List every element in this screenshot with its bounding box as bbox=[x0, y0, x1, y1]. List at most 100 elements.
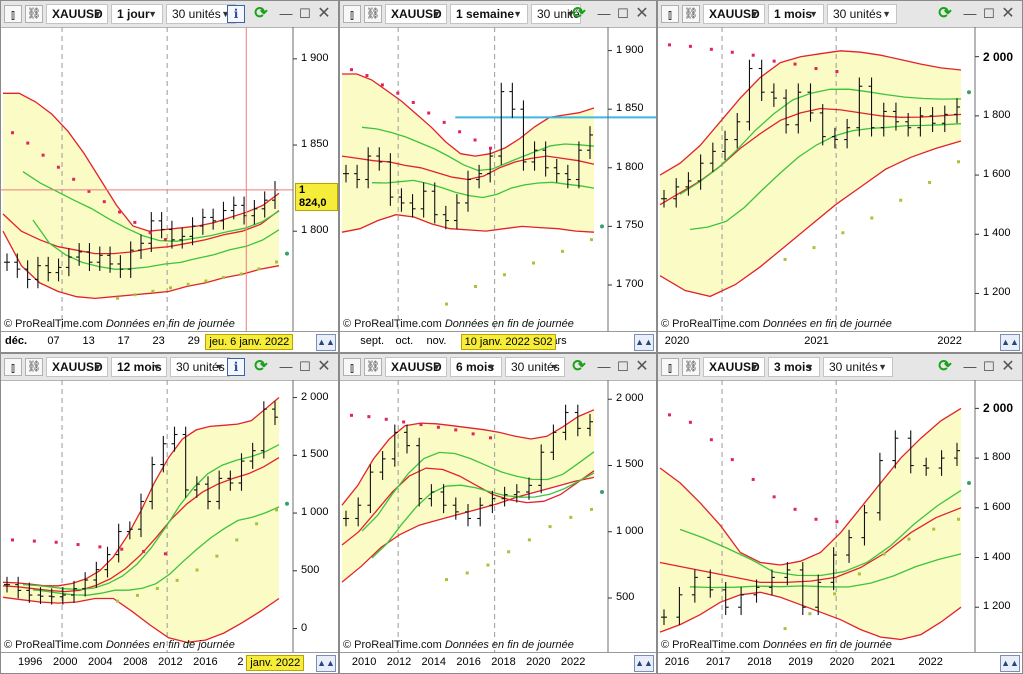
date-axis-label: 1996 bbox=[17, 656, 43, 668]
refresh-icon[interactable]: ⟳ bbox=[254, 5, 268, 22]
symbol-selector[interactable]: XAUUSD ▼ bbox=[703, 357, 765, 377]
candlestick-icon[interactable]: ⫾ bbox=[4, 358, 22, 376]
link-icon[interactable]: ⛓ bbox=[25, 5, 43, 23]
refresh-icon[interactable]: ⟳ bbox=[938, 5, 952, 22]
sar-point-low bbox=[116, 599, 120, 603]
chart-panel-quarterly[interactable]: ⫾ ⛓ XAUUSD ▼ 3 mois ▼ 30 unités ▼ ✕ ☐ — ⟳ 2 000 1 800… bbox=[657, 353, 1023, 674]
chart-panel-yearly[interactable]: ⫾ ⛓ XAUUSD ▼ 12 mois ▼ 30 unités ▼ ✕ ☐ — ⟳ i 2 000 1 5… bbox=[0, 353, 339, 674]
auto-scale-button[interactable]: ▲▲ bbox=[634, 334, 654, 351]
refresh-icon[interactable]: ⟳ bbox=[572, 5, 586, 22]
sar-point-high bbox=[350, 413, 353, 417]
sar-point-high bbox=[668, 43, 671, 47]
candlestick-icon[interactable]: ⫾ bbox=[343, 5, 361, 23]
close-icon[interactable]: ✕ bbox=[1001, 5, 1015, 22]
units-selector[interactable]: 30 unités ▼ bbox=[823, 357, 893, 377]
moving-average-slow-line bbox=[371, 179, 595, 199]
minimize-icon[interactable]: — bbox=[963, 6, 977, 21]
candlestick-icon[interactable]: ⫾ bbox=[661, 5, 679, 23]
chevron-down-icon: ▼ bbox=[215, 362, 224, 372]
maximize-icon[interactable]: ☐ bbox=[299, 6, 311, 21]
period-selector[interactable]: 6 mois ▼ bbox=[450, 357, 502, 377]
sar-point-low bbox=[561, 249, 564, 253]
chart-panel-weekly[interactable]: ⫾ ⛓ XAUUSD ▼ 1 semaine ▼ 30 unités ▼ ✕ ☐ — ⟳ 1 900 1 … bbox=[339, 0, 657, 353]
maximize-icon[interactable]: ☐ bbox=[983, 6, 995, 21]
symbol-selector[interactable]: XAUUSD ▼ bbox=[385, 357, 447, 377]
chart-panel-monthly[interactable]: ⫾ ⛓ XAUUSD ▼ 1 mois ▼ 30 unités ▼ ✕ ☐ — ⟳ 2 000 1 800… bbox=[657, 0, 1023, 353]
chart-area[interactable]: 1 900 1 850 1 800 1 824,0 © ProRealTime.com … bbox=[1, 27, 338, 352]
period-selector[interactable]: 1 jour ▼ bbox=[111, 4, 163, 24]
bollinger-band-area bbox=[3, 93, 279, 299]
units-selector[interactable]: 30 unités ▼ bbox=[166, 4, 236, 24]
minimize-icon[interactable]: — bbox=[597, 359, 611, 374]
link-icon[interactable]: ⛓ bbox=[364, 5, 382, 23]
chart-panel-daily[interactable]: ⫾ ⛓ XAUUSD ▼ 1 jour ▼ 30 unités ▼ ✕ ☐ — ⟳ i 1 900 1 85… bbox=[0, 0, 339, 353]
bollinger-band-area bbox=[342, 409, 594, 583]
units-selector[interactable]: 30 unités ▼ bbox=[505, 357, 565, 377]
price-axis-label: 1 750 bbox=[616, 219, 644, 232]
data-source-watermark: © ProRealTime.com Données en fin de jour… bbox=[661, 318, 892, 330]
info-icon[interactable]: i bbox=[227, 5, 245, 23]
sar-point-high bbox=[688, 44, 692, 48]
symbol-selector[interactable]: XAUUSD ▼ bbox=[46, 4, 108, 24]
sar-point-low bbox=[932, 527, 936, 531]
period-selector[interactable]: 1 mois ▼ bbox=[768, 4, 824, 24]
auto-scale-button[interactable]: ▲▲ bbox=[634, 655, 654, 672]
chart-area[interactable]: 2 000 1 500 1 000 500 © ProRealTime.com Donn… bbox=[340, 380, 656, 673]
sar-point-high bbox=[102, 200, 106, 204]
chart-area[interactable]: 2 000 1 800 1 600 1 400 1 200 © ProRealTime.c… bbox=[658, 27, 1022, 352]
symbol-selector[interactable]: XAUUSD ▼ bbox=[703, 4, 765, 24]
sar-point-high bbox=[442, 120, 446, 124]
chart-area[interactable]: 2 000 1 500 1 000 500 0 © ProRealTime.com Don… bbox=[1, 380, 338, 673]
maximize-icon[interactable]: ☐ bbox=[617, 6, 629, 21]
close-icon[interactable]: ✕ bbox=[317, 5, 331, 22]
units-selector[interactable]: 30 unités ▼ bbox=[827, 4, 897, 24]
maximize-icon[interactable]: ☐ bbox=[983, 359, 995, 374]
units-selector[interactable]: 30 unités ▼ bbox=[531, 4, 581, 24]
close-icon[interactable]: ✕ bbox=[1001, 358, 1015, 375]
minimize-icon[interactable]: — bbox=[279, 359, 293, 374]
refresh-icon[interactable]: ⟳ bbox=[572, 358, 586, 375]
link-icon[interactable]: ⛓ bbox=[682, 5, 700, 23]
period-selector[interactable]: 3 mois ▼ bbox=[768, 357, 820, 377]
minimize-icon[interactable]: — bbox=[597, 6, 611, 21]
auto-scale-button[interactable]: ▲▲ bbox=[316, 655, 336, 672]
close-icon[interactable]: ✕ bbox=[635, 358, 649, 375]
symbol-selector[interactable]: XAUUSD ▼ bbox=[385, 4, 447, 24]
close-icon[interactable]: ✕ bbox=[317, 358, 331, 375]
candlestick-icon[interactable]: ⫾ bbox=[4, 5, 22, 23]
symbol-selector[interactable]: XAUUSD ▼ bbox=[46, 357, 108, 377]
link-icon[interactable]: ⛓ bbox=[682, 358, 700, 376]
sar-point-low bbox=[195, 568, 199, 572]
data-source-watermark: © ProRealTime.com Données en fin de jour… bbox=[343, 318, 574, 330]
sar-point-high bbox=[471, 432, 475, 436]
date-axis-label: 2016 bbox=[664, 656, 690, 668]
sar-point-low bbox=[445, 578, 448, 582]
minimize-icon[interactable]: — bbox=[963, 359, 977, 374]
minimize-icon[interactable]: — bbox=[279, 6, 293, 21]
close-icon[interactable]: ✕ bbox=[635, 5, 649, 22]
auto-scale-button[interactable]: ▲▲ bbox=[1000, 655, 1020, 672]
maximize-icon[interactable]: ☐ bbox=[299, 359, 311, 374]
auto-scale-button[interactable]: ▲▲ bbox=[1000, 334, 1020, 351]
link-icon[interactable]: ⛓ bbox=[25, 358, 43, 376]
info-icon[interactable]: i bbox=[227, 358, 245, 376]
link-icon[interactable]: ⛓ bbox=[364, 358, 382, 376]
refresh-icon[interactable]: ⟳ bbox=[254, 358, 268, 375]
period-selector[interactable]: 12 mois ▼ bbox=[111, 357, 167, 377]
candlestick-icon[interactable]: ⫾ bbox=[343, 358, 361, 376]
bollinger-middle-line bbox=[2, 457, 280, 593]
period-selector[interactable]: 1 semaine ▼ bbox=[450, 4, 528, 24]
units-selector[interactable]: 30 unités ▼ bbox=[170, 357, 230, 377]
sar-point-low bbox=[155, 586, 159, 590]
auto-scale-button[interactable]: ▲▲ bbox=[316, 334, 336, 351]
maximize-icon[interactable]: ☐ bbox=[617, 359, 629, 374]
chart-panel-semester[interactable]: ⫾ ⛓ XAUUSD ▼ 6 mois ▼ 30 unités ▼ ✕ ☐ — ⟳ 2 000 1 500… bbox=[339, 353, 657, 674]
chevron-down-icon: ▼ bbox=[93, 9, 102, 19]
candlestick-icon[interactable]: ⫾ bbox=[661, 358, 679, 376]
refresh-icon[interactable]: ⟳ bbox=[938, 358, 952, 375]
moving-average-fast-line bbox=[679, 88, 962, 195]
panel-toolbar: ⫾ ⛓ XAUUSD ▼ 12 mois ▼ 30 unités ▼ ✕ ☐ — ⟳ i bbox=[1, 354, 338, 381]
chart-area[interactable]: 1 900 1 850 1 800 1 750 1 700 © ProRealTime.c… bbox=[340, 27, 656, 352]
bollinger-lower-line bbox=[2, 596, 280, 644]
chart-area[interactable]: 2 000 1 800 1 600 1 400 1 200 © ProRealTime.c… bbox=[658, 380, 1022, 673]
